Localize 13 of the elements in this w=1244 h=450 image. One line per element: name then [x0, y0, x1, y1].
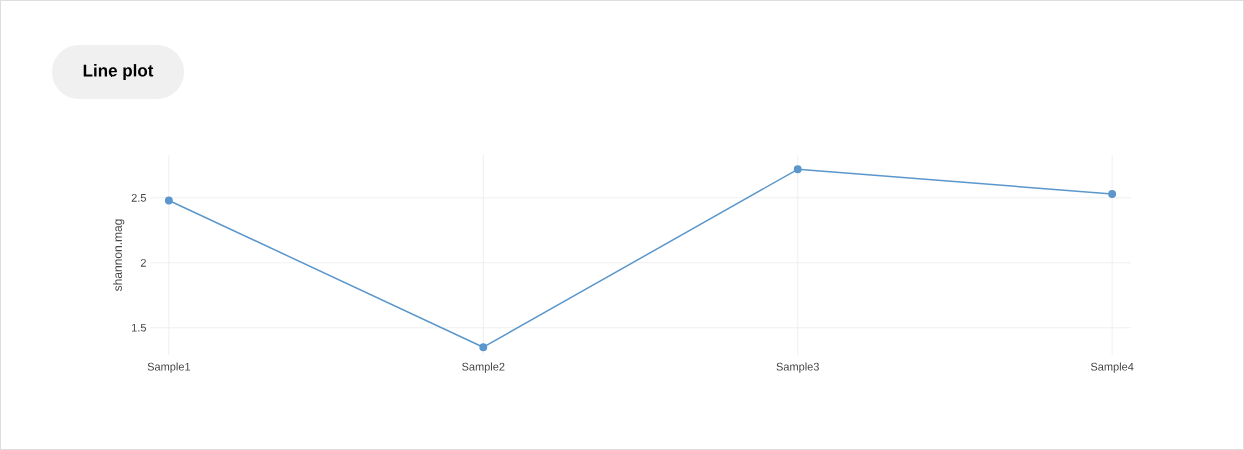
point — [479, 343, 488, 352]
point — [793, 165, 802, 174]
x-tick-label: Sample1 — [147, 362, 191, 373]
y-tick-label: 1.5 — [132, 323, 146, 332]
y-tick-label: 2.5 — [131, 193, 146, 202]
y-axis-title: shannon.mag — [113, 219, 125, 292]
x-tick-label: Sample3 — [776, 362, 819, 373]
x-tick-label: Sample4 — [1090, 362, 1134, 373]
point — [1108, 190, 1117, 198]
chart-title: Line plot — [83, 64, 154, 80]
point — [164, 196, 173, 205]
y-tick-label: 2 — [140, 258, 146, 267]
x-tick-label: Sample2 — [462, 362, 505, 373]
